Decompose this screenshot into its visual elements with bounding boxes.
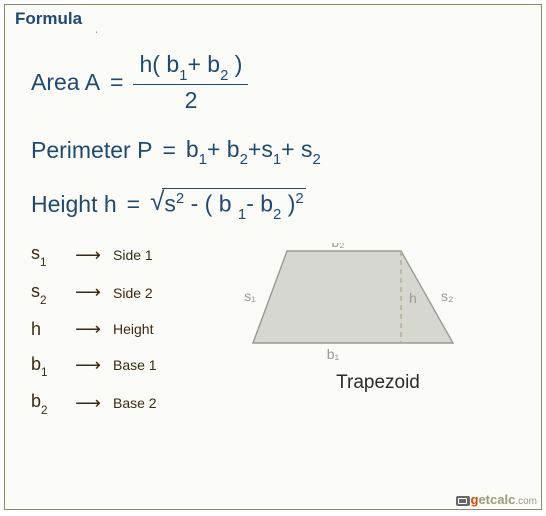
legend-desc: Side 2 — [113, 285, 153, 301]
legend: s1⟶Side 1s2⟶Side 2h⟶Heightb1⟶Base 1b2⟶Ba… — [31, 243, 241, 428]
legend-item: h⟶Height — [31, 319, 241, 340]
height-sqrt: √ s2 - ( b 1- b2 )2 — [150, 188, 306, 221]
equals-sign: = — [162, 137, 175, 164]
legend-item: s2⟶Side 2 — [31, 281, 241, 305]
legend-symbol: s1 — [31, 243, 65, 267]
footer-brand: getcalc.com — [456, 492, 538, 507]
svg-text:h: h — [409, 290, 417, 306]
area-numerator: h( b1+ b2 ) — [133, 51, 248, 85]
arrow-icon: ⟶ — [65, 245, 109, 266]
svg-text:s₂: s₂ — [441, 288, 453, 304]
legend-item: b2⟶Base 2 — [31, 391, 241, 415]
legend-symbol: s2 — [31, 281, 65, 305]
legend-desc: Base 2 — [113, 395, 157, 411]
perimeter-lhs: Perimeter P — [31, 137, 152, 164]
formula-card: Formula Area A = h( b1+ b2 ) 2 Perimeter… — [4, 4, 542, 510]
arrow-icon: ⟶ — [65, 355, 109, 376]
arrow-icon: ⟶ — [65, 282, 109, 303]
legend-desc: Base 1 — [113, 357, 157, 373]
card-body: Area A = h( b1+ b2 ) 2 Perimeter P = b1+… — [5, 33, 541, 509]
legend-item: s1⟶Side 1 — [31, 243, 241, 267]
formula-height: Height h = √ s2 - ( b 1- b2 )2 — [31, 188, 515, 221]
trapezoid-diagram: b₂ b₁ s₁ s₂ h Trapezoid — [241, 243, 515, 428]
svg-text:s₁: s₁ — [244, 288, 256, 304]
brand-icon — [456, 496, 470, 506]
diagram-caption: Trapezoid — [241, 372, 515, 394]
brand-tld: .com — [515, 496, 537, 507]
perimeter-rhs: b1+ b2+s1+ s2 — [186, 136, 321, 167]
legend-desc: Height — [113, 321, 153, 337]
arrow-icon: ⟶ — [65, 393, 109, 414]
arrow-icon: ⟶ — [65, 319, 109, 340]
area-lhs: Area A — [31, 69, 100, 96]
legend-desc: Side 1 — [113, 247, 153, 263]
svg-text:b₂: b₂ — [331, 243, 344, 250]
area-denominator: 2 — [185, 85, 198, 114]
legend-symbol: b1 — [31, 354, 65, 378]
height-radicand: s2 - ( b 1- b2 )2 — [162, 188, 305, 221]
legend-diagram-row: s1⟶Side 1s2⟶Side 2h⟶Heightb1⟶Base 1b2⟶Ba… — [31, 243, 515, 428]
equals-sign: = — [110, 69, 123, 96]
legend-symbol: h — [31, 319, 65, 340]
brand-rest: etcalc — [478, 492, 515, 507]
svg-text:b₁: b₁ — [327, 346, 340, 362]
height-lhs: Height h — [31, 191, 117, 218]
trapezoid-svg: b₂ b₁ s₁ s₂ h — [241, 243, 466, 363]
formula-area: Area A = h( b1+ b2 ) 2 — [31, 51, 515, 114]
equals-sign: = — [127, 191, 140, 218]
area-fraction: h( b1+ b2 ) 2 — [133, 51, 248, 114]
legend-item: b1⟶Base 1 — [31, 354, 241, 378]
formula-perimeter: Perimeter P = b1+ b2+s1+ s2 — [31, 136, 515, 167]
tab-title: Formula — [4, 4, 97, 33]
legend-symbol: b2 — [31, 391, 65, 415]
